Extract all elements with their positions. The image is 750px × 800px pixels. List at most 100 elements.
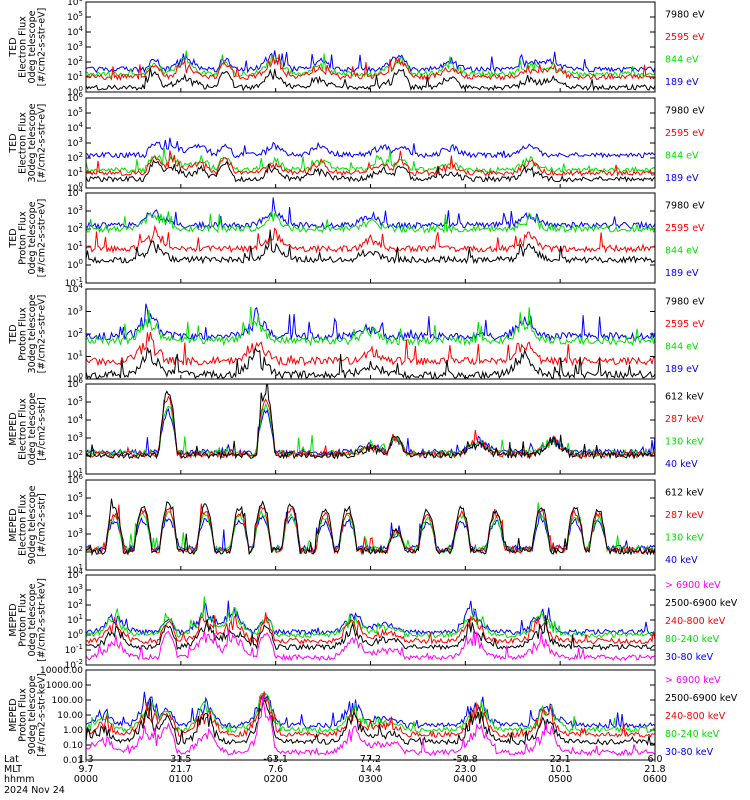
- mlt-row-label: MLT: [4, 764, 22, 775]
- legend-130-kev: 130 keV: [665, 436, 704, 447]
- hhmm-tick-label: 0600: [643, 774, 667, 785]
- series-189-ev: [86, 137, 655, 159]
- legend-844-ev: 844 eV: [665, 54, 699, 65]
- y-tick-label: 10-2: [65, 658, 83, 671]
- y-tick-label: 101: [67, 240, 83, 253]
- y-tick-label: 104: [67, 568, 83, 581]
- hhmm-tick-label: 0200: [264, 774, 288, 785]
- y-tick-label: 103: [67, 583, 83, 596]
- legend-2500-6900-kev: 2500-6900 keV: [665, 693, 738, 704]
- series-287-kev: [86, 503, 655, 556]
- y-tick-label: 10-1: [65, 276, 83, 289]
- lat-tick-label: 31.5: [170, 754, 191, 765]
- legend-612-kev: 612 keV: [665, 487, 704, 498]
- legend-2500-6900-kev: 2500-6900 keV: [665, 598, 738, 609]
- plot-area: [86, 498, 655, 557]
- legend-287-kev: 287 keV: [665, 510, 704, 521]
- legend-844-ev: 844 eV: [665, 150, 699, 161]
- panel-2: 100 101 102 103 104 105 106 TEDElectron Flux30d…: [8, 91, 705, 194]
- y-tick-label: 106: [67, 0, 83, 8]
- y-axis-label: TEDElectron Flux30deg telescope[#/cm2-s-…: [8, 103, 48, 182]
- y-tick-label: 100: [67, 628, 83, 641]
- y-tick-label: 101: [67, 467, 83, 480]
- legend-189-ev: 189 eV: [665, 77, 699, 88]
- mlt-tick-label: 14.4: [360, 764, 381, 775]
- y-tick-label: 105: [67, 395, 83, 408]
- mlt-tick-label: 10.1: [550, 764, 571, 775]
- y-tick-label: 103: [67, 136, 83, 149]
- series-130-kev: [86, 402, 655, 459]
- series-2500-6900-kev: [86, 698, 655, 747]
- y-tick-label: 10000.00: [40, 666, 83, 676]
- y-tick-label: 102: [67, 327, 83, 340]
- panel-7: 10-2 10-1 100 101 102 103 104 MEPEDProton Flux0…: [8, 568, 738, 671]
- y-tick-label: 104: [67, 509, 83, 522]
- lat-tick-label: 6.0: [647, 754, 662, 765]
- legend-844-ev: 844 eV: [665, 245, 699, 256]
- plot-area: [86, 596, 655, 662]
- series-189-ev: [86, 50, 655, 74]
- series-844-ev: [86, 306, 655, 347]
- y-tick-label: 100: [67, 181, 83, 194]
- legend-30-80-kev: 30-80 keV: [665, 652, 714, 663]
- series--6900-kev: [86, 629, 655, 662]
- panel-8: 0.01 0.10 1.00 10.00 100.00 1000.00 10000.00ME…: [8, 666, 738, 766]
- series-2595-ev: [86, 150, 655, 178]
- y-tick-label: 101: [67, 70, 83, 83]
- legend--6900-kev: > 6900 keV: [665, 580, 721, 591]
- series-2500-6900-kev: [86, 615, 655, 651]
- hhmm-tick-label: 0100: [169, 774, 193, 785]
- time-axis: Lat MLT hhmm 2024 Nov 24 1.3 31.5 -63.1 77.…: [4, 754, 667, 796]
- y-tick-label: 1000.00: [46, 681, 83, 691]
- y-axis-label: MEPEDElectron Flux90deg telescope[#/cm2-…: [8, 485, 48, 564]
- series-7980-ev: [86, 346, 655, 379]
- plot-area: [86, 303, 655, 379]
- y-axis-label: TEDElectron Flux0deg telescope[#/cm2-s-s…: [8, 8, 48, 87]
- legend-2595-ev: 2595 eV: [665, 319, 705, 330]
- panel-4: 100 101 102 103 104 TEDProton Flux30deg teles…: [8, 282, 705, 385]
- hhmm-row-label: hhmm: [4, 774, 35, 785]
- series-612-kev: [86, 498, 655, 557]
- legend-30-80-kev: 30-80 keV: [665, 747, 714, 758]
- mlt-tick-label: 7.6: [268, 764, 283, 775]
- y-axis-label: TEDProton Flux30deg telescope[#/cm2-s-st…: [8, 294, 48, 373]
- y-tick-label: 105: [67, 491, 83, 504]
- panel-1: 100 101 102 103 104 105 106 TEDElectron Flux0de…: [8, 0, 705, 98]
- legend-240-800-kev: 240-800 keV: [665, 616, 726, 627]
- legend-844-ev: 844 eV: [665, 341, 699, 352]
- series--6900-kev: [86, 695, 655, 757]
- legend--6900-kev: > 6900 keV: [665, 675, 721, 686]
- series-844-ev: [86, 211, 655, 234]
- panel-frame: [85, 383, 656, 475]
- y-tick-label: 105: [67, 10, 83, 23]
- lat-row-label: Lat: [4, 754, 19, 765]
- legend-287-kev: 287 keV: [665, 414, 704, 425]
- panel-5: 101 102 103 104 105 106 MEPEDElectron Flux0deg…: [8, 377, 704, 480]
- y-tick-label: 100: [67, 258, 83, 271]
- y-tick-label: 103: [67, 40, 83, 53]
- y-tick-label: 106: [67, 91, 83, 104]
- y-tick-label: 1.00: [63, 726, 83, 736]
- hhmm-tick-label: 0500: [548, 774, 572, 785]
- y-tick-label: 102: [67, 151, 83, 164]
- y-tick-label: 0.10: [63, 741, 83, 751]
- y-tick-label: 102: [67, 598, 83, 611]
- plot-area: [86, 197, 655, 265]
- plot-area: [86, 50, 655, 92]
- series-2595-ev: [86, 53, 655, 82]
- y-axis-label: MEPEDProton Flux90deg telescope[#/cm2-s-…: [8, 673, 48, 757]
- legend-7980-ev: 7980 eV: [665, 200, 705, 211]
- y-tick-label: 101: [67, 563, 83, 576]
- y-tick-label: 104: [67, 25, 83, 38]
- mlt-tick-label: 21.7: [170, 764, 191, 775]
- hhmm-tick-label: 0000: [74, 774, 98, 785]
- y-tick-label: 103: [67, 527, 83, 540]
- lat-tick-label: -63.1: [263, 754, 288, 765]
- legend-240-800-kev: 240-800 keV: [665, 711, 726, 722]
- panel-6: 101 102 103 104 105 106 MEPEDElectron Flux90de…: [8, 473, 704, 576]
- y-tick-label: 102: [67, 449, 83, 462]
- y-tick-label: 10-1: [65, 643, 83, 656]
- legend-130-kev: 130 keV: [665, 532, 704, 543]
- legend-189-ev: 189 eV: [665, 268, 699, 279]
- series-80-240-kev: [86, 692, 655, 734]
